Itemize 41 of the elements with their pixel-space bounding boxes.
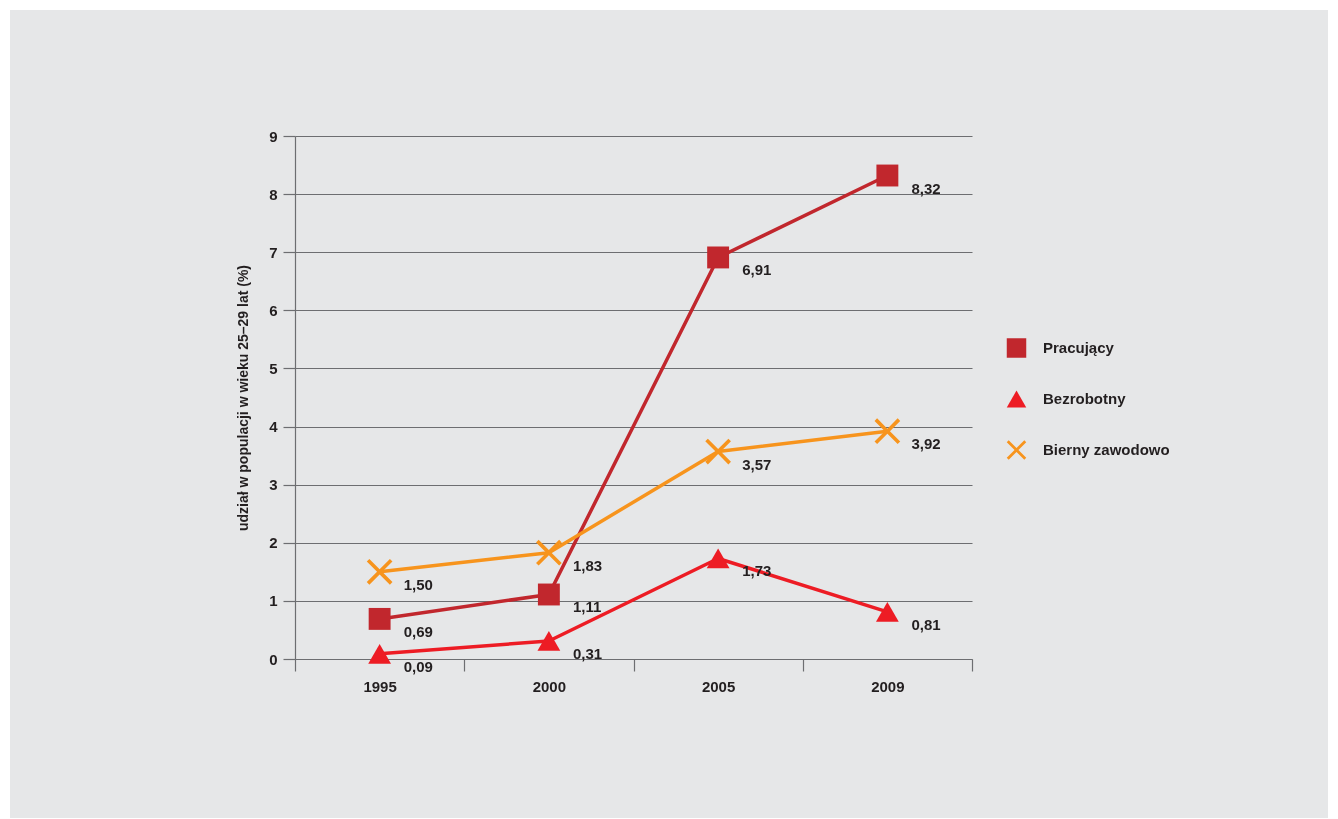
point (874, 418, 901, 445)
point (537, 631, 561, 651)
y-tick-label: 0 (269, 650, 278, 668)
point (705, 438, 731, 465)
data-label: 0,31 (572, 644, 603, 662)
x-tick-label: 2000 (532, 677, 567, 695)
data-label: 0,69 (403, 622, 433, 640)
data-label: 0,81 (911, 615, 941, 633)
y-tick-label: 7 (269, 243, 278, 261)
point (875, 602, 899, 622)
point (706, 548, 730, 569)
data-label: 1,50 (403, 575, 433, 593)
data-label: 6,91 (742, 261, 772, 279)
data-label: 3,57 (742, 455, 772, 473)
point (368, 643, 392, 664)
y-tick-label: 6 (269, 301, 278, 319)
y-tick-label: 4 (269, 418, 279, 436)
point (537, 583, 560, 606)
point (536, 539, 562, 566)
data-label: 1,11 (572, 598, 602, 616)
data-label: 3,92 (911, 435, 941, 453)
point (366, 558, 393, 585)
y-tick-label: 2 (269, 534, 278, 552)
y-tick-label: 8 (269, 185, 278, 203)
legend-label: Bierny zawodowo (1043, 441, 1170, 458)
y-tick-label: 9 (269, 127, 278, 145)
legend-label: Pracujący (1043, 339, 1115, 356)
data-label: 1,83 (572, 556, 603, 574)
x-tick-label: 2009 (871, 677, 905, 695)
point (707, 246, 730, 269)
legend-label: Bezrobotny (1043, 390, 1127, 407)
y-tick-label: 1 (269, 592, 278, 610)
data-label: 0,09 (403, 657, 433, 675)
point (368, 607, 391, 630)
y-tick-label: 3 (269, 476, 278, 494)
y-axis-title: udział w populacji w wieku 25–29 lat (%) (235, 264, 252, 532)
point (876, 164, 899, 187)
data-label: 8,32 (911, 179, 941, 197)
x-tick-label: 1995 (363, 677, 397, 695)
x-tick-label: 2005 (701, 677, 736, 695)
y-tick-label: 5 (269, 359, 278, 377)
